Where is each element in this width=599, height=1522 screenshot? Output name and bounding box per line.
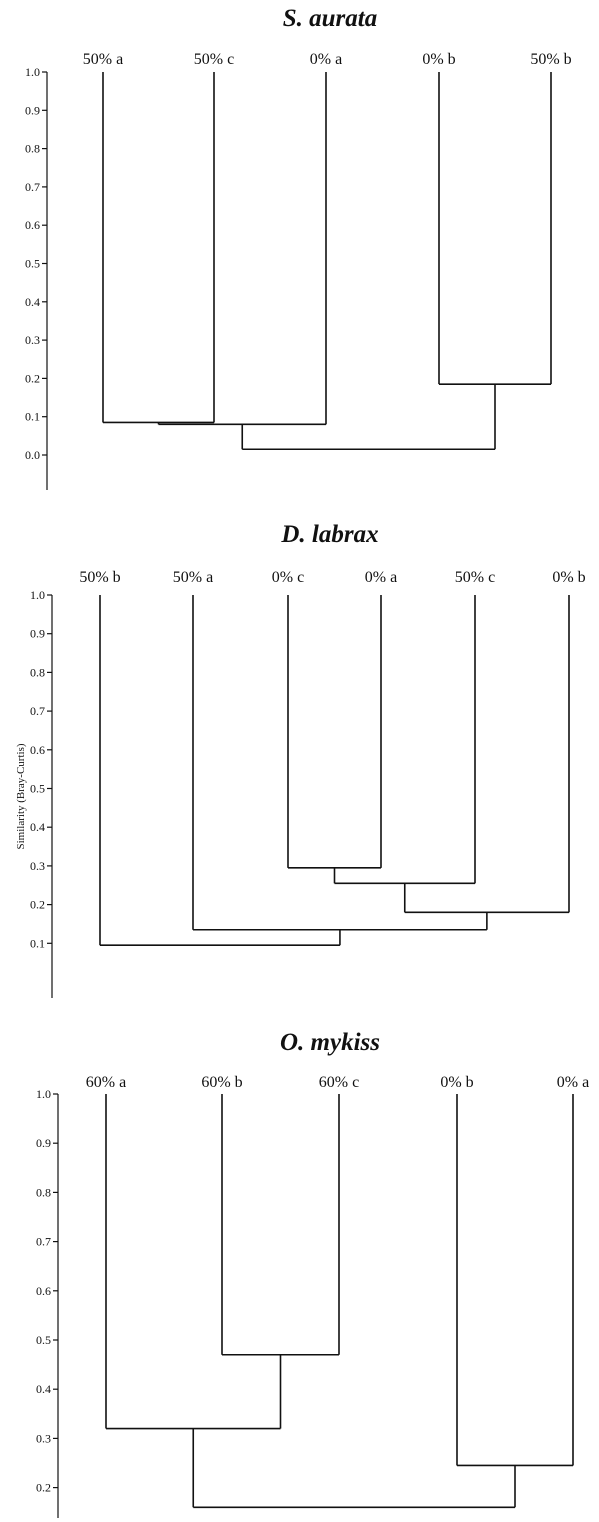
leaf-label: 60% a [86, 1074, 126, 1091]
y-tick-label: 0.4 [25, 295, 40, 309]
y-tick-label: 0.9 [36, 1136, 51, 1150]
y-tick-label: 0.5 [25, 257, 40, 271]
y-tick-label: 0.9 [25, 103, 40, 117]
y-tick-label: 1.0 [30, 588, 45, 602]
leaf-label: 60% b [201, 1074, 242, 1091]
leaf-label: 0% a [557, 1074, 589, 1091]
leaf-label: 50% a [173, 569, 213, 586]
leaf-label: 50% c [455, 569, 495, 586]
y-tick-label: 0.7 [36, 1235, 51, 1249]
y-tick-label: 0.6 [36, 1284, 51, 1298]
y-tick-label: 0.1 [30, 936, 45, 950]
y-tick-label: 0.8 [36, 1185, 51, 1199]
panel-title: S. aurata [283, 5, 377, 32]
leaf-label: 60% c [319, 1074, 359, 1091]
y-tick-label: 0.1 [25, 410, 40, 424]
y-tick-label: 0.8 [25, 142, 40, 156]
leaf-label: 0% b [422, 51, 455, 68]
y-tick-label: 0.2 [30, 898, 45, 912]
y-tick-label: 0.5 [30, 782, 45, 796]
leaf-label: 0% c [272, 569, 304, 586]
dendrogram-panel-3: O. mykiss1.00.90.80.70.60.50.40.30.20.16… [36, 1029, 589, 1518]
leaf-label: 0% a [310, 51, 342, 68]
y-tick-label: 0.8 [30, 665, 45, 679]
panel-title: O. mykiss [280, 1029, 380, 1056]
y-tick-label: 0.7 [25, 180, 40, 194]
y-tick-label: 0.3 [36, 1431, 51, 1445]
y-tick-label: 0.7 [30, 704, 45, 718]
y-tick-label: 0.0 [25, 448, 40, 462]
y-tick-label: 0.3 [30, 859, 45, 873]
y-tick-label: 0.3 [25, 333, 40, 347]
panel-title: D. labrax [280, 521, 378, 548]
leaf-label: 50% a [83, 51, 123, 68]
leaf-label: 0% a [365, 569, 397, 586]
y-tick-label: 1.0 [25, 65, 40, 79]
y-tick-label: 0.2 [25, 371, 40, 385]
y-tick-label: 0.6 [25, 218, 40, 232]
leaf-label: 50% b [79, 569, 120, 586]
y-tick-label: 0.5 [36, 1333, 51, 1347]
y-tick-label: 0.9 [30, 627, 45, 641]
dendrogram-panel-1: S. aurata 1.0 0.9 0.8 0.7 0.6 0.5 0.4 0.3 0.2 0.1 0… [25, 5, 572, 490]
leaf-label: 50% b [530, 51, 571, 68]
dendrogram-panel-2: D. labrax 1.0 0.9 0.8 0.7 0.6 0.5 0.4 0.3 0.2 0.1 S… [15, 521, 586, 998]
y-tick-label: 0.4 [30, 820, 45, 834]
leaf-label: 0% b [440, 1074, 473, 1091]
y-tick-label: 0.2 [36, 1481, 51, 1495]
y-tick-label: 1.0 [36, 1087, 51, 1101]
leaf-label: 50% c [194, 51, 234, 68]
leaf-label: 0% b [552, 569, 585, 586]
y-tick-label: 0.4 [36, 1382, 51, 1396]
y-tick-label: 0.6 [30, 743, 45, 757]
y-axis-label: Similarity (Bray-Curtis) [15, 743, 27, 849]
